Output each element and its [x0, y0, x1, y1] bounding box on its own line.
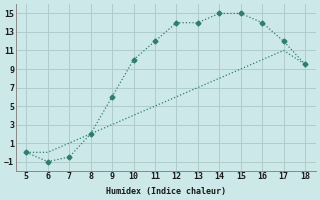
- X-axis label: Humidex (Indice chaleur): Humidex (Indice chaleur): [106, 187, 226, 196]
